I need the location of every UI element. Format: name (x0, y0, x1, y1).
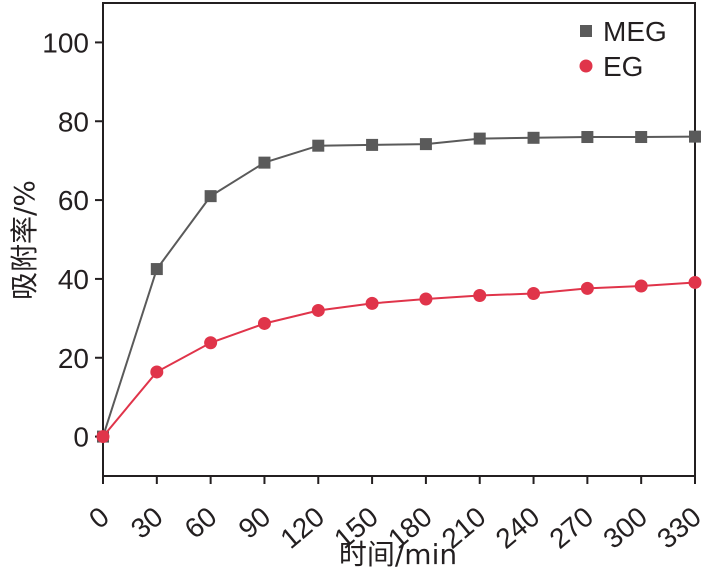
x-tick-label: 90 (233, 501, 277, 545)
y-tick-label: 40 (58, 264, 89, 295)
y-tick-label: 0 (73, 422, 89, 453)
data-point-meg (473, 132, 486, 145)
data-point-eg (688, 275, 702, 289)
data-point-meg (366, 138, 379, 151)
x-tick-label: 270 (544, 501, 600, 555)
data-point-eg (473, 288, 487, 302)
data-point-meg (204, 190, 217, 203)
data-point-meg (581, 131, 594, 144)
data-point-eg (419, 292, 433, 306)
plot-frame (102, 2, 696, 477)
legend-label-meg: MEG (603, 16, 667, 47)
legend-marker-meg (580, 25, 592, 37)
x-tick-label: 300 (597, 501, 653, 555)
x-tick-label: 120 (274, 501, 330, 555)
data-point-eg (634, 279, 648, 293)
data-point-meg (312, 139, 325, 152)
data-point-meg (419, 138, 432, 151)
data-point-eg (580, 281, 594, 295)
x-tick-label: 330 (651, 501, 707, 555)
series-line-eg (102, 281, 696, 438)
data-point-eg (204, 336, 218, 350)
y-tick-label: 20 (58, 343, 89, 374)
y-tick-label: 60 (58, 185, 89, 216)
series-line-meg (102, 135, 696, 437)
x-tick-label: 240 (490, 501, 546, 555)
data-point-meg (150, 263, 163, 276)
data-point-eg (257, 316, 271, 330)
x-tick-label: 60 (179, 501, 223, 545)
y-tick-label: 100 (42, 27, 89, 58)
data-point-meg (689, 130, 701, 143)
y-tick-label: 80 (58, 106, 89, 137)
x-tick-label: 0 (83, 501, 115, 535)
legend: MEG EG (579, 16, 667, 82)
data-point-eg (150, 365, 164, 379)
y-axis-title: 吸附率/% (8, 180, 41, 300)
x-axis-title: 时间/min (339, 538, 457, 571)
legend-marker-eg (579, 59, 593, 73)
data-point-meg (258, 156, 271, 169)
data-point-eg (311, 303, 325, 317)
data-point-eg (365, 296, 379, 310)
series-layer (96, 130, 702, 444)
data-point-eg (527, 287, 541, 301)
legend-label-eg: EG (603, 51, 643, 82)
data-point-meg (635, 131, 648, 144)
x-tick-label: 30 (125, 501, 169, 545)
data-point-meg (527, 131, 540, 144)
data-point-eg (96, 430, 110, 444)
